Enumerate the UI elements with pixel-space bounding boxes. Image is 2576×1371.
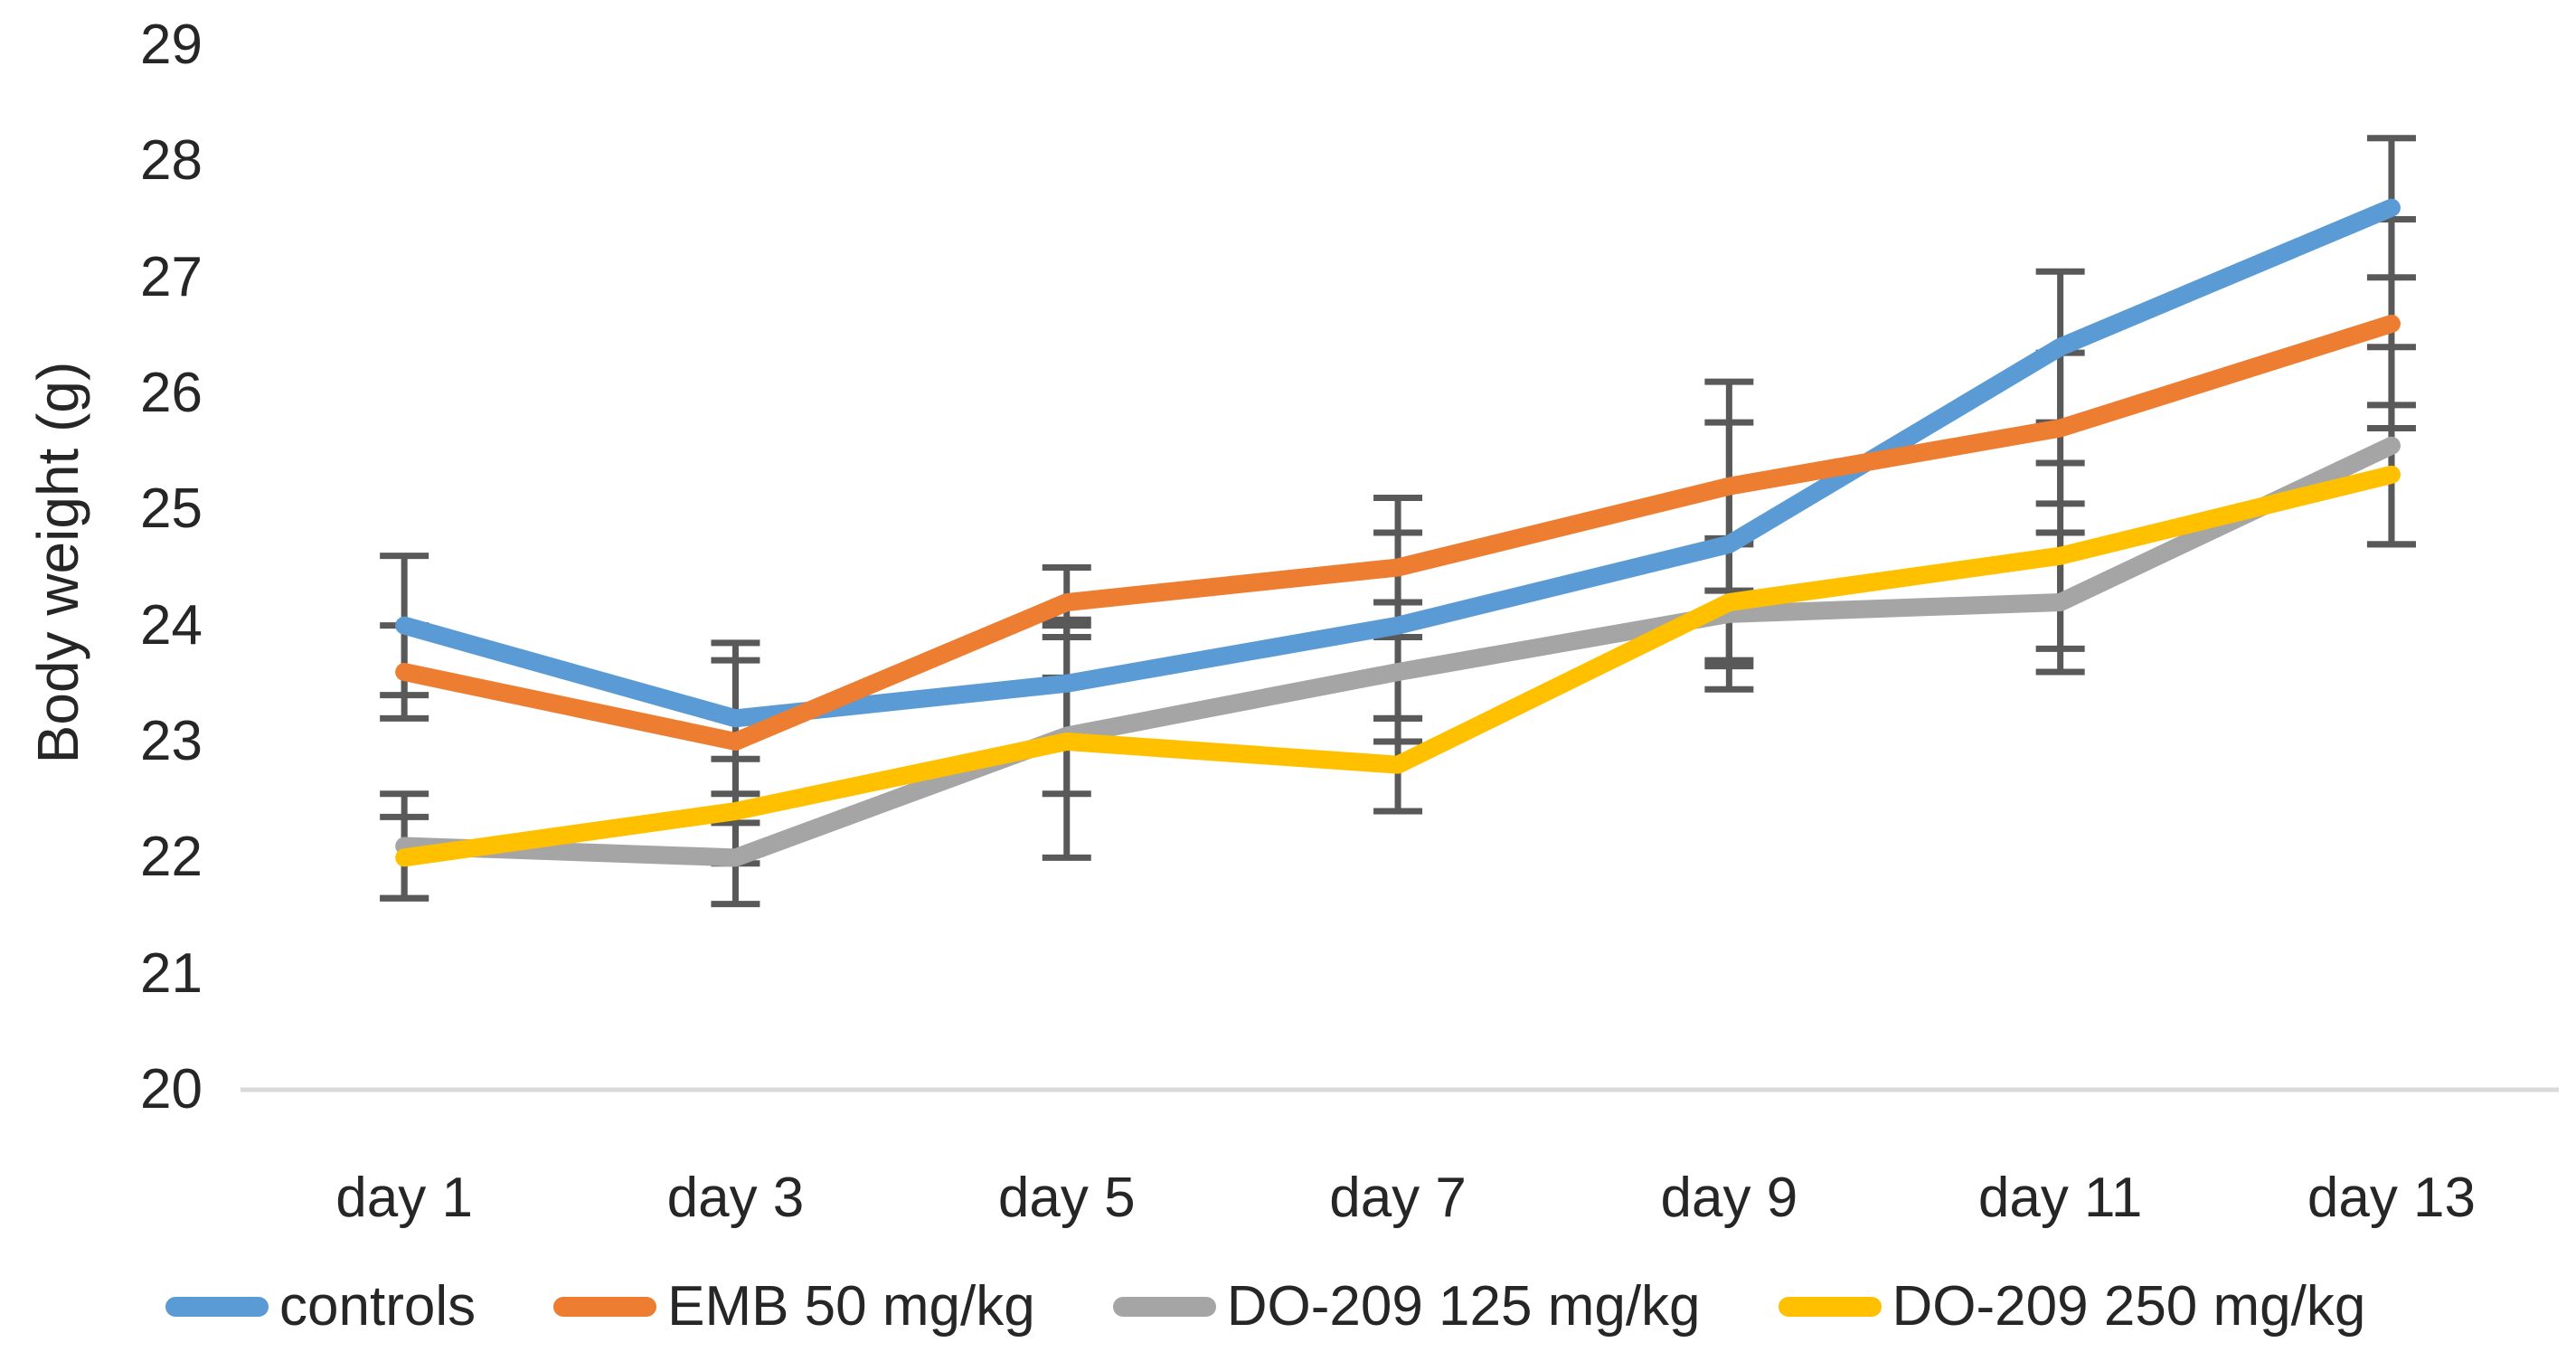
- legend-label: DO-209 250 mg/kg: [1892, 1275, 2366, 1338]
- legend: controls EMB 50 mg/kg DO-209 125 mg/kg DO-2…: [165, 1279, 2365, 1335]
- y-axis-tick-label: 27: [140, 245, 203, 308]
- y-axis-tick-label: 29: [140, 14, 203, 77]
- y-axis-tick-label: 20: [140, 1058, 203, 1120]
- legend-swatch-icon: [553, 1297, 657, 1317]
- x-axis-category-label: day 1: [335, 1167, 473, 1229]
- series-line-controls: [395, 198, 2401, 728]
- series-line-do-209-125-mg-kg: [395, 436, 2401, 867]
- legend-item-emb-50-mg-kg: EMB 50 mg/kg: [553, 1279, 1035, 1335]
- y-axis-tick-label: 22: [140, 826, 203, 889]
- y-axis-tick-label: 25: [140, 477, 203, 541]
- legend-item-do-209-125-mg-kg: DO-209 125 mg/kg: [1112, 1275, 1701, 1338]
- x-axis-category-label: day 11: [1977, 1167, 2143, 1229]
- legend-label: controls: [279, 1275, 477, 1338]
- legend-swatch-icon: [165, 1297, 269, 1317]
- legend-label: DO-209 125 mg/kg: [1226, 1275, 1701, 1338]
- x-axis-category-label: day 13: [2307, 1167, 2477, 1229]
- legend-item-do-209-250-mg-kg: DO-209 250 mg/kg: [1778, 1275, 2366, 1338]
- series-line-emb-50-mg-kg: [395, 315, 2401, 752]
- legend-swatch-icon: [1112, 1297, 1216, 1317]
- error-bars-do-209-250-mg-kg: [380, 402, 2416, 902]
- x-axis-category-label: day 5: [997, 1167, 1136, 1229]
- legend-label: EMB 50 mg/kg: [667, 1275, 1035, 1338]
- y-axis-tick-label: 21: [140, 941, 203, 1005]
- x-axis-category-label: day 7: [1329, 1167, 1467, 1229]
- x-axis-category-label: day 9: [1660, 1167, 1798, 1229]
- x-axis-category-label: day 3: [666, 1167, 805, 1229]
- y-axis-tick-label: 28: [140, 129, 203, 193]
- legend-item-controls: controls: [165, 1279, 476, 1335]
- series-line-do-209-250-mg-kg: [395, 465, 2401, 867]
- y-axis-tick-label: 26: [140, 362, 203, 425]
- y-axis-tick-label: 23: [140, 710, 203, 772]
- legend-swatch-icon: [1778, 1297, 1882, 1317]
- y-axis-tick-label: 24: [140, 593, 203, 657]
